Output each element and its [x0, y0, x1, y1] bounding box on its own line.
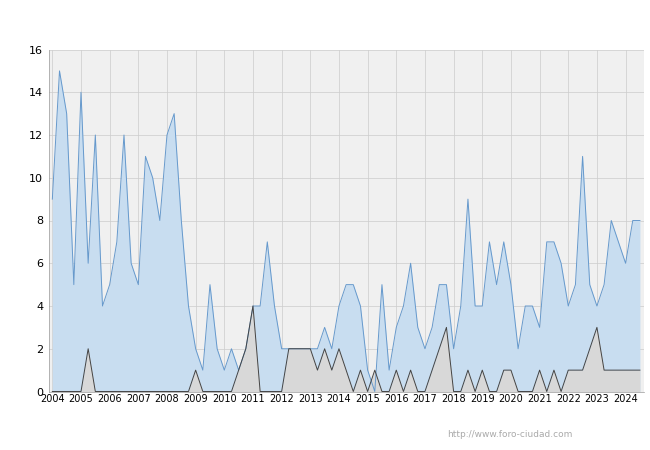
Text: http://www.foro-ciudad.com: http://www.foro-ciudad.com	[447, 430, 572, 439]
Text: Alcántara - Evolucion del Nº de Transacciones Inmobiliarias: Alcántara - Evolucion del Nº de Transacc…	[120, 11, 530, 26]
